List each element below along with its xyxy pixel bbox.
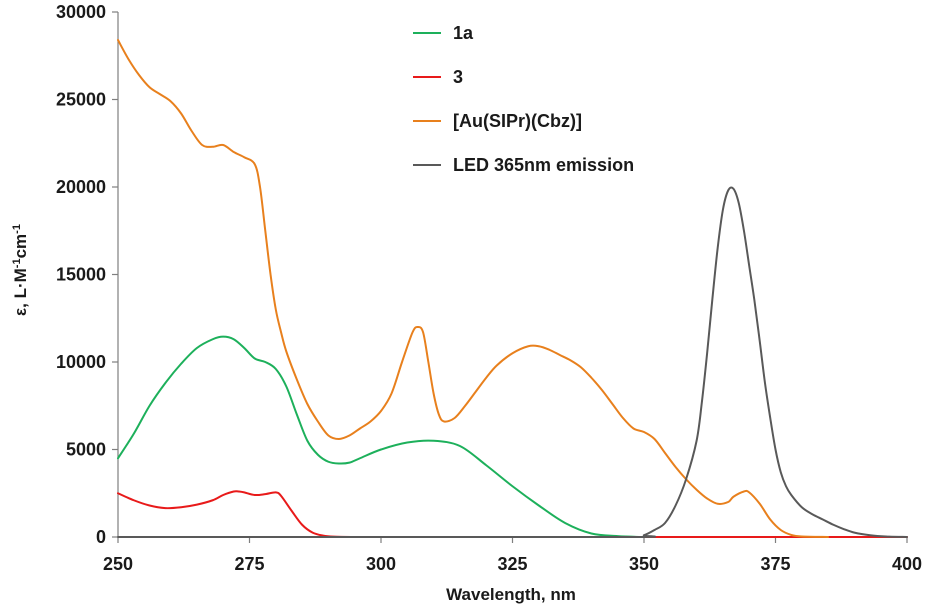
y-axis-title-sup2: -1 <box>11 224 23 234</box>
y-axis-title-sup1: -1 <box>11 258 23 268</box>
legend-label: LED 365nm emission <box>453 155 634 175</box>
y-axis-title: ε, L·M-1cm-1 <box>11 224 30 316</box>
axes: 0 5000 10000 15000 20000 25000 30000 250 275 300 3… <box>56 2 922 574</box>
series-line-2 <box>117 39 830 538</box>
x-tick-label: 325 <box>497 554 527 574</box>
x-tick-label: 250 <box>103 554 133 574</box>
y-tick-label: 30000 <box>56 2 106 22</box>
x-tick-label: 300 <box>366 554 396 574</box>
y-tick-label: 15000 <box>56 265 106 285</box>
x-tick-label: 375 <box>760 554 790 574</box>
series-line-3 <box>117 186 908 539</box>
y-tick-label: 25000 <box>56 90 106 110</box>
series-layer <box>117 39 908 539</box>
series-line-1 <box>117 490 908 539</box>
legend-label: [Au(SIPr)(Cbz)] <box>453 111 582 131</box>
y-axis-title-mid: cm <box>11 234 30 259</box>
y-tick-label: 5000 <box>66 440 106 460</box>
legend-label: 1a <box>453 23 474 43</box>
x-tick-label: 275 <box>234 554 264 574</box>
legend: 1a 3 [Au(SIPr)(Cbz)] LED 365nm emission <box>413 23 634 175</box>
y-axis-title-main: ε, L·M <box>11 268 30 316</box>
legend-label: 3 <box>453 67 463 87</box>
x-tick-label: 350 <box>629 554 659 574</box>
y-tick-label: 0 <box>96 527 106 547</box>
y-tick-label: 10000 <box>56 352 106 372</box>
x-axis-title: Wavelength, nm <box>446 585 576 604</box>
series-line-0 <box>117 335 672 538</box>
x-tick-label: 400 <box>892 554 922 574</box>
y-tick-label: 20000 <box>56 177 106 197</box>
